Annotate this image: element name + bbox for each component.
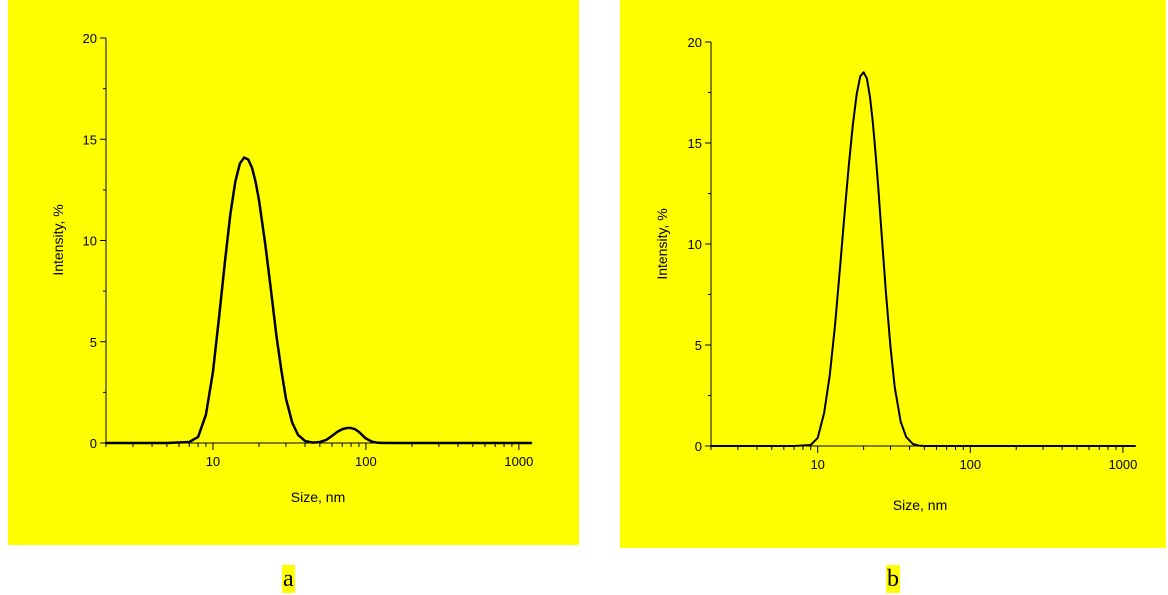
y-tick-label: 15: [83, 132, 97, 147]
y-tick-label: 20: [688, 35, 702, 50]
chart-b: 0 5 10 15 20 10 100 1000 Size, nm Intensity, %: [620, 0, 1166, 548]
plot-background: [620, 0, 1166, 548]
y-tick-label: 20: [83, 31, 97, 46]
panel-label-b: b: [886, 565, 900, 593]
y-tick-label: 0: [90, 436, 97, 451]
x-tick-label: 1000: [504, 454, 533, 469]
plot-background: [8, 0, 579, 545]
x-tick-label: 10: [810, 457, 824, 472]
x-tick-label: 100: [959, 457, 981, 472]
x-tick-label: 100: [355, 454, 377, 469]
y-tick-label: 15: [688, 136, 702, 151]
chart-a: 0 5 10 15 20 10 100 1000 Size, nm Intensity, %: [8, 0, 579, 545]
y-axis-title: Intensity, %: [50, 204, 66, 275]
y-tick-label: 0: [695, 439, 702, 454]
chart-panel-a: 0 5 10 15 20 10 100 1000 Size, nm Intensity, %: [8, 0, 579, 545]
x-axis-title: Size, nm: [893, 497, 947, 513]
data-series-line: [104, 156, 533, 445]
x-axis-title: Size, nm: [291, 489, 345, 505]
y-axis-title: Intensity, %: [654, 208, 670, 279]
x-tick-label: 10: [206, 454, 220, 469]
chart-panel-b: 0 5 10 15 20 10 100 1000 Size, nm Intensity, %: [620, 0, 1166, 548]
y-tick-label: 5: [695, 338, 702, 353]
x-tick-label: 1000: [1108, 457, 1137, 472]
data-series-line: [710, 71, 1136, 447]
panel-label-a: a: [282, 565, 295, 593]
y-tick-label: 5: [90, 335, 97, 350]
y-tick-label: 10: [83, 234, 97, 249]
y-tick-label: 10: [688, 237, 702, 252]
